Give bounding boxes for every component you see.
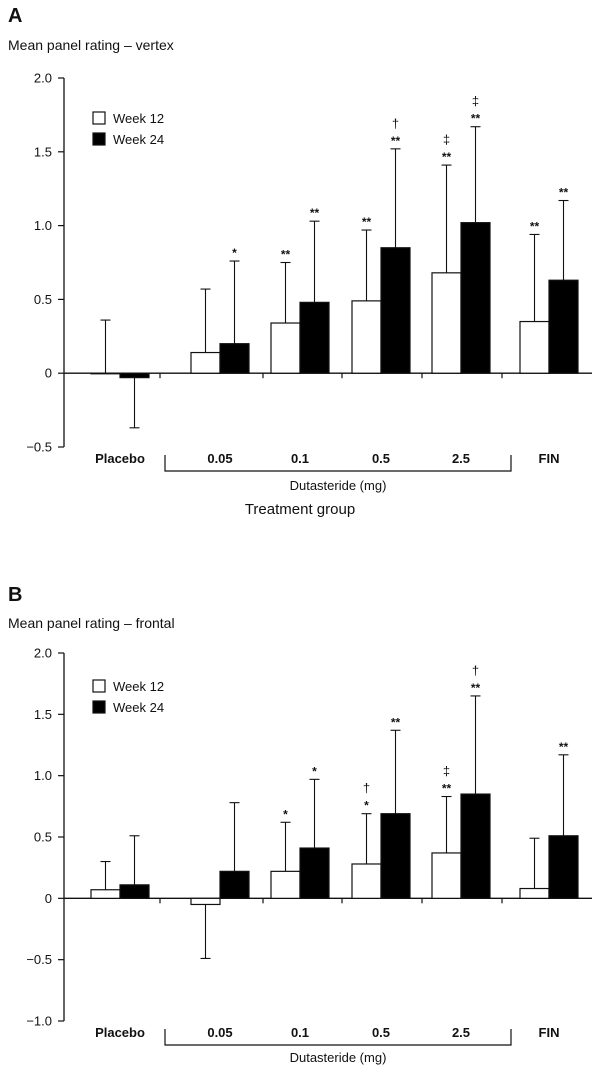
bar [190,351,221,374]
bar [219,343,250,374]
legend-swatch [92,111,106,125]
legend-swatch [92,700,106,714]
bar [431,852,462,899]
bar [519,320,550,374]
bar [460,222,491,374]
chart-panel-b: B Mean panel rating – frontal 2.0 1.5 1.0 0.5… [8,584,592,1072]
significance-star: * [232,246,237,260]
y-tick-label: −0.5 [26,952,52,967]
significance-star: * [312,764,317,778]
group-label: Dutasteride (mg) [290,1050,387,1065]
bar [548,835,579,899]
y-tick-label: 2.0 [34,71,52,86]
significance-dagger: † [363,781,370,796]
bar [270,870,301,899]
bar [190,897,221,906]
bar [119,884,150,899]
legend-swatch [92,679,106,693]
bar [351,300,382,374]
y-tick-label: 0.5 [34,830,52,845]
x-category-label: 0.05 [207,1025,232,1040]
panel-letter: B [8,584,22,606]
significance-star: ** [310,206,320,220]
significance-star: ** [559,186,569,200]
significance-star: ** [471,112,481,126]
x-category-label: 0.05 [207,451,232,466]
significance-dagger: † [392,116,399,131]
y-tick-label: 0 [45,366,52,381]
y-tick-label: 1.0 [34,218,52,233]
bar [90,889,121,899]
x-axis-title: Treatment group [245,1069,355,1072]
significance-star: ** [391,134,401,148]
legend-label: Week 24 [113,132,164,147]
x-category-label: 2.5 [452,451,470,466]
y-tick-label: 2.0 [34,646,52,661]
bar [299,847,330,899]
significance-star: ** [471,681,481,695]
bar [460,793,491,899]
bar [90,372,121,375]
x-category-label: 2.5 [452,1025,470,1040]
bar [270,322,301,374]
bar [431,272,462,374]
significance-star: * [283,807,288,821]
x-category-label: 0.5 [372,1025,390,1040]
bar [219,870,250,899]
bar [380,813,411,899]
bar [519,887,550,899]
significance-dagger: ‡ [443,764,450,779]
legend-label: Week 12 [113,111,164,126]
y-tick-label: 1.0 [34,768,52,783]
legend-label: Week 24 [113,700,164,715]
bar [380,247,411,374]
y-axis-title: Mean panel rating – vertex [8,37,174,53]
significance-star: ** [391,715,401,729]
significance-star: ** [530,219,540,233]
y-tick-label: 0.5 [34,292,52,307]
group-label: Dutasteride (mg) [290,478,387,493]
x-category-label: Placebo [95,1025,145,1040]
group-bracket [164,1029,512,1046]
y-tick-label: −0.5 [26,440,52,455]
y-tick-label: −1.0 [26,1014,52,1029]
significance-dagger: ‡ [472,94,479,109]
chart-panel-a: A Mean panel rating – vertex 2.0 1.5 1.0 0.5 0… [8,5,592,518]
significance-star: ** [559,740,569,754]
x-category-label: Placebo [95,451,145,466]
x-category-label: 0.5 [372,451,390,466]
significance-dagger: ‡ [443,132,450,147]
bar [351,863,382,899]
bar [299,301,330,374]
x-category-label: 0.1 [291,451,309,466]
x-category-label: FIN [539,1025,560,1040]
significance-dagger: † [472,663,479,678]
x-category-label: FIN [539,451,560,466]
x-category-label: 0.1 [291,1025,309,1040]
y-tick-label: 1.5 [34,707,52,722]
y-axis-title: Mean panel rating – frontal [8,615,175,631]
x-axis-title: Treatment group [245,501,355,518]
y-tick-label: 0 [45,891,52,906]
significance-star: ** [442,782,452,796]
bar [119,372,150,379]
significance-star: ** [362,215,372,229]
significance-star: * [364,799,369,813]
significance-star: ** [442,150,452,164]
significance-star: ** [281,248,291,262]
bar [548,279,579,374]
legend-label: Week 12 [113,679,164,694]
group-bracket [164,455,512,472]
y-tick-label: 1.5 [34,144,52,159]
panel-letter: A [8,5,22,27]
legend-swatch [92,132,106,146]
